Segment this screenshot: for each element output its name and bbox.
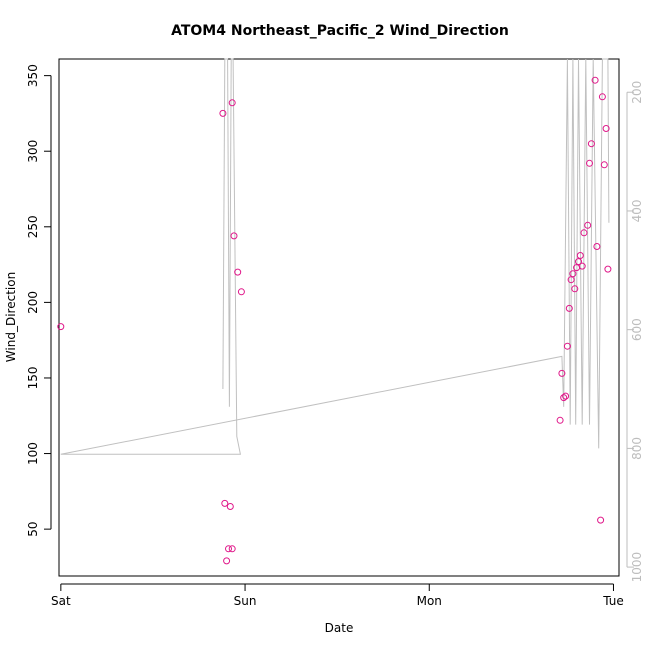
y2-tick-label: 400 [630,200,644,223]
data-point [575,258,582,266]
y-tick-label: 250 [26,215,40,238]
y2-tick-label: 600 [630,318,644,341]
plot-frame [58,58,620,577]
data-point [586,159,593,167]
data-point [228,99,236,107]
data-point [600,161,608,169]
data-point [221,499,229,507]
data-point [593,243,601,250]
data-point [228,545,236,553]
y-tick-label: 150 [26,367,40,390]
data-point [598,93,606,101]
data-point [591,76,599,84]
y-axis-label: Wind_Direction [4,272,18,362]
y2-tick-label: 800 [630,437,644,460]
y2-tick-label: 1000 [630,552,644,583]
x-tick-label: Sat [51,594,71,608]
x-axis-label: Date [325,621,354,635]
data-point [597,516,605,524]
line-layer [60,58,610,455]
y-tick-label: 100 [26,442,40,465]
data-point [563,342,571,350]
series-line [60,58,610,455]
data-point [556,416,564,424]
data-point [225,545,232,553]
y-tick-label: 350 [26,64,40,87]
data-point [584,221,592,229]
x-axis: Sat Sun Mon Tue [51,583,624,608]
data-point [587,140,595,148]
data-point [219,109,227,117]
data-point [604,265,612,273]
data-point [578,262,586,270]
y-tick-label: 50 [26,521,40,536]
data-point [580,229,588,237]
data-point [569,270,577,278]
x-tick-label: Sun [234,594,257,608]
data-point [602,125,610,132]
chart-title: ATOM4 Northeast_Pacific_2 Wind_Direction [171,23,509,39]
y-axis: 50 100 150 200 250 300 350 [26,64,52,537]
data-point [226,503,234,510]
data-point [234,268,242,276]
data-point [57,323,65,331]
data-point [562,392,570,400]
data-point [230,232,238,240]
y-tick-label: 300 [26,140,40,163]
data-point [237,288,245,296]
data-point [560,394,568,402]
y2-tick-label: 200 [630,81,644,104]
point-layer [57,76,612,565]
y-tick-label: 200 [26,291,40,314]
x-tick-label: Mon [417,594,442,608]
data-point [223,557,231,565]
data-point [558,369,566,377]
data-point [565,304,573,312]
data-point [571,285,579,293]
secondary-y-axis: 200 400 600 800 1000 [626,81,644,583]
x-tick-label: Tue [602,594,624,608]
data-point [576,252,584,259]
